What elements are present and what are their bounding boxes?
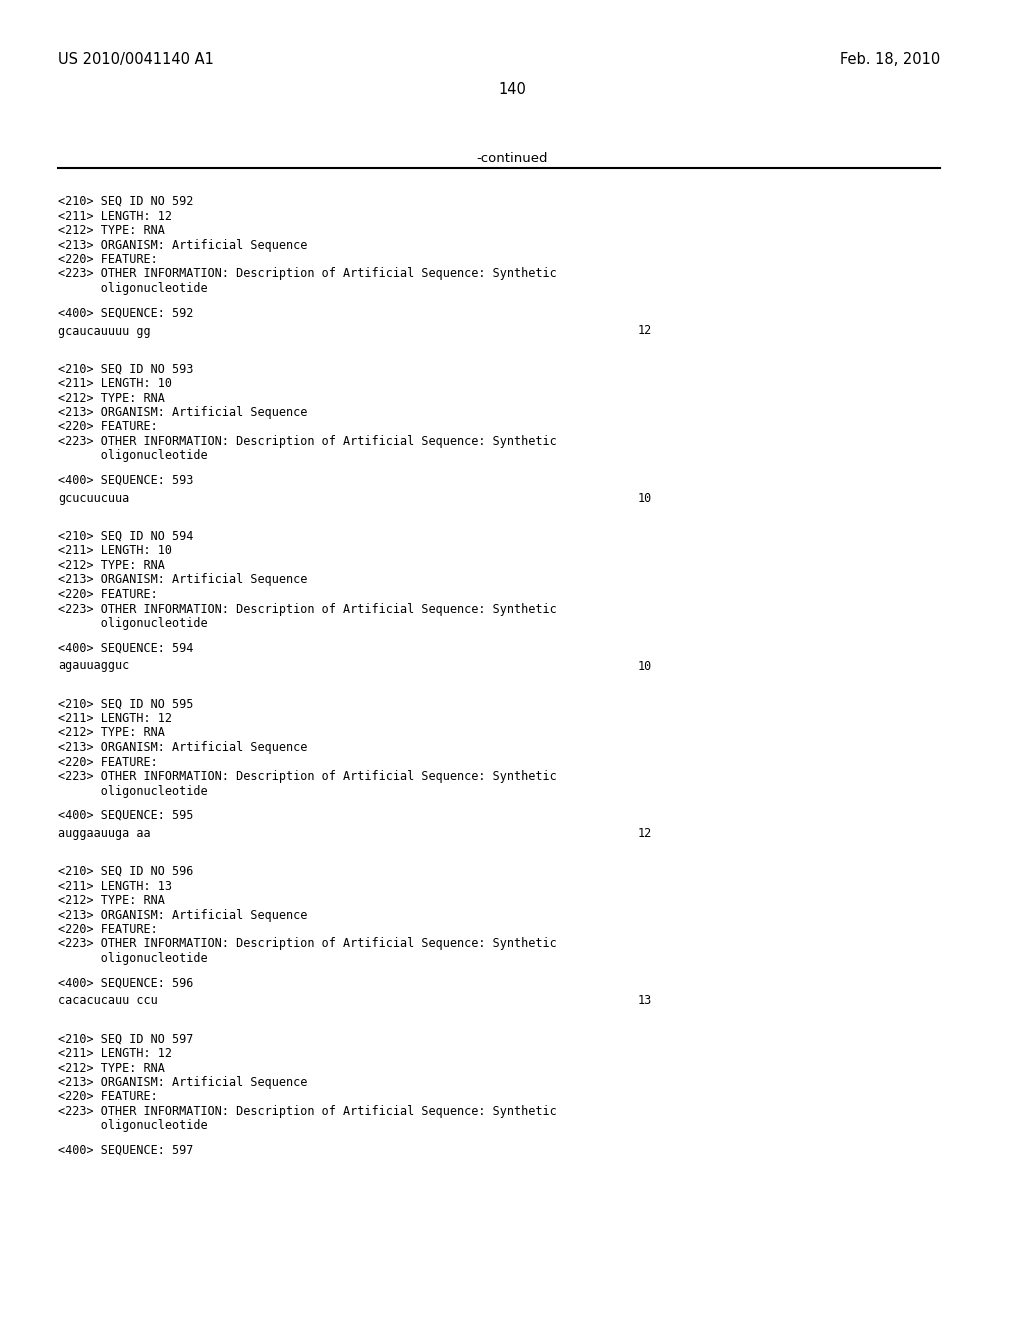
Text: oligonucleotide: oligonucleotide bbox=[58, 616, 208, 630]
Text: <223> OTHER INFORMATION: Description of Artificial Sequence: Synthetic: <223> OTHER INFORMATION: Description of … bbox=[58, 937, 557, 950]
Text: cacacucauu ccu: cacacucauu ccu bbox=[58, 994, 158, 1007]
Text: <212> TYPE: RNA: <212> TYPE: RNA bbox=[58, 558, 165, 572]
Text: <400> SEQUENCE: 595: <400> SEQUENCE: 595 bbox=[58, 809, 194, 822]
Text: <213> ORGANISM: Artificial Sequence: <213> ORGANISM: Artificial Sequence bbox=[58, 573, 307, 586]
Text: gcucuucuua: gcucuucuua bbox=[58, 492, 129, 506]
Text: <210> SEQ ID NO 593: <210> SEQ ID NO 593 bbox=[58, 363, 194, 375]
Text: <400> SEQUENCE: 597: <400> SEQUENCE: 597 bbox=[58, 1144, 194, 1158]
Text: 10: 10 bbox=[638, 660, 652, 672]
Text: auggaauuga aa: auggaauuga aa bbox=[58, 828, 151, 840]
Text: oligonucleotide: oligonucleotide bbox=[58, 1119, 208, 1133]
Text: Feb. 18, 2010: Feb. 18, 2010 bbox=[840, 51, 940, 67]
Text: <213> ORGANISM: Artificial Sequence: <213> ORGANISM: Artificial Sequence bbox=[58, 1076, 307, 1089]
Text: <400> SEQUENCE: 593: <400> SEQUENCE: 593 bbox=[58, 474, 194, 487]
Text: oligonucleotide: oligonucleotide bbox=[58, 952, 208, 965]
Text: <212> TYPE: RNA: <212> TYPE: RNA bbox=[58, 726, 165, 739]
Text: <212> TYPE: RNA: <212> TYPE: RNA bbox=[58, 224, 165, 238]
Text: <223> OTHER INFORMATION: Description of Artificial Sequence: Synthetic: <223> OTHER INFORMATION: Description of … bbox=[58, 770, 557, 783]
Text: <220> FEATURE:: <220> FEATURE: bbox=[58, 1090, 158, 1104]
Text: 13: 13 bbox=[638, 994, 652, 1007]
Text: <213> ORGANISM: Artificial Sequence: <213> ORGANISM: Artificial Sequence bbox=[58, 407, 307, 418]
Text: <213> ORGANISM: Artificial Sequence: <213> ORGANISM: Artificial Sequence bbox=[58, 908, 307, 921]
Text: <220> FEATURE:: <220> FEATURE: bbox=[58, 923, 158, 936]
Text: <223> OTHER INFORMATION: Description of Artificial Sequence: Synthetic: <223> OTHER INFORMATION: Description of … bbox=[58, 436, 557, 447]
Text: -continued: -continued bbox=[476, 152, 548, 165]
Text: <210> SEQ ID NO 596: <210> SEQ ID NO 596 bbox=[58, 865, 194, 878]
Text: <212> TYPE: RNA: <212> TYPE: RNA bbox=[58, 894, 165, 907]
Text: <211> LENGTH: 12: <211> LENGTH: 12 bbox=[58, 1047, 172, 1060]
Text: gcaucauuuu gg: gcaucauuuu gg bbox=[58, 325, 151, 338]
Text: <210> SEQ ID NO 592: <210> SEQ ID NO 592 bbox=[58, 195, 194, 209]
Text: <400> SEQUENCE: 594: <400> SEQUENCE: 594 bbox=[58, 642, 194, 655]
Text: <223> OTHER INFORMATION: Description of Artificial Sequence: Synthetic: <223> OTHER INFORMATION: Description of … bbox=[58, 268, 557, 281]
Text: <400> SEQUENCE: 592: <400> SEQUENCE: 592 bbox=[58, 306, 194, 319]
Text: oligonucleotide: oligonucleotide bbox=[58, 784, 208, 797]
Text: <400> SEQUENCE: 596: <400> SEQUENCE: 596 bbox=[58, 977, 194, 990]
Text: agauuagguc: agauuagguc bbox=[58, 660, 129, 672]
Text: <211> LENGTH: 10: <211> LENGTH: 10 bbox=[58, 378, 172, 389]
Text: <223> OTHER INFORMATION: Description of Artificial Sequence: Synthetic: <223> OTHER INFORMATION: Description of … bbox=[58, 602, 557, 615]
Text: 10: 10 bbox=[638, 492, 652, 506]
Text: 12: 12 bbox=[638, 325, 652, 338]
Text: <211> LENGTH: 10: <211> LENGTH: 10 bbox=[58, 544, 172, 557]
Text: 140: 140 bbox=[498, 82, 526, 96]
Text: <220> FEATURE:: <220> FEATURE: bbox=[58, 253, 158, 267]
Text: <210> SEQ ID NO 594: <210> SEQ ID NO 594 bbox=[58, 531, 194, 543]
Text: oligonucleotide: oligonucleotide bbox=[58, 450, 208, 462]
Text: <223> OTHER INFORMATION: Description of Artificial Sequence: Synthetic: <223> OTHER INFORMATION: Description of … bbox=[58, 1105, 557, 1118]
Text: <211> LENGTH: 12: <211> LENGTH: 12 bbox=[58, 210, 172, 223]
Text: <220> FEATURE:: <220> FEATURE: bbox=[58, 755, 158, 768]
Text: oligonucleotide: oligonucleotide bbox=[58, 282, 208, 294]
Text: <212> TYPE: RNA: <212> TYPE: RNA bbox=[58, 392, 165, 404]
Text: <213> ORGANISM: Artificial Sequence: <213> ORGANISM: Artificial Sequence bbox=[58, 239, 307, 252]
Text: 12: 12 bbox=[638, 828, 652, 840]
Text: <211> LENGTH: 13: <211> LENGTH: 13 bbox=[58, 879, 172, 892]
Text: <220> FEATURE:: <220> FEATURE: bbox=[58, 421, 158, 433]
Text: <213> ORGANISM: Artificial Sequence: <213> ORGANISM: Artificial Sequence bbox=[58, 741, 307, 754]
Text: <212> TYPE: RNA: <212> TYPE: RNA bbox=[58, 1061, 165, 1074]
Text: US 2010/0041140 A1: US 2010/0041140 A1 bbox=[58, 51, 214, 67]
Text: <210> SEQ ID NO 595: <210> SEQ ID NO 595 bbox=[58, 697, 194, 710]
Text: <211> LENGTH: 12: <211> LENGTH: 12 bbox=[58, 711, 172, 725]
Text: <210> SEQ ID NO 597: <210> SEQ ID NO 597 bbox=[58, 1032, 194, 1045]
Text: <220> FEATURE:: <220> FEATURE: bbox=[58, 587, 158, 601]
